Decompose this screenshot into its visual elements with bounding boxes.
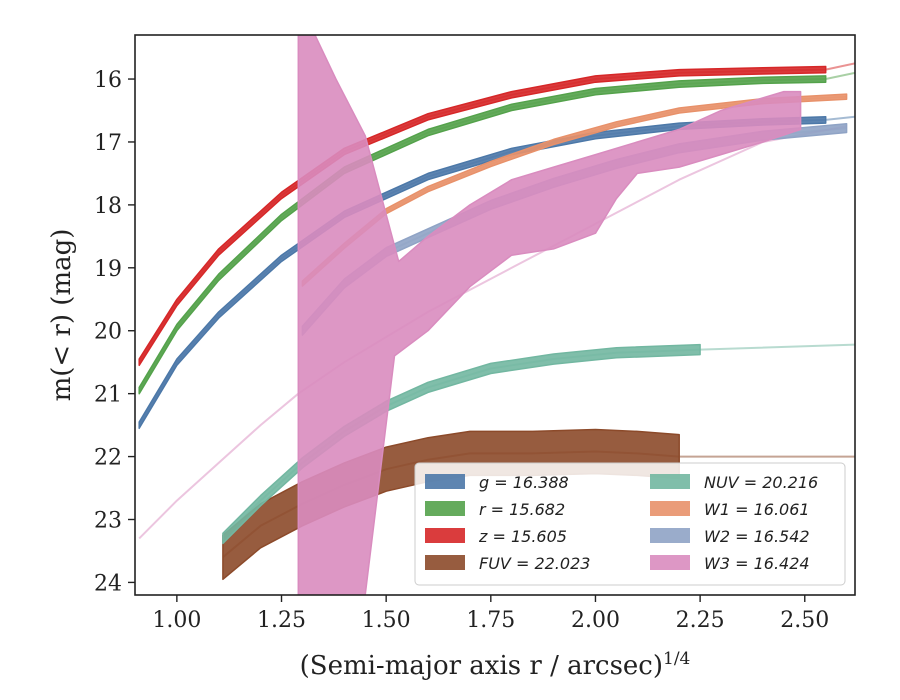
x-tick-label: 2.25 bbox=[676, 608, 725, 633]
legend-swatch-z bbox=[425, 528, 465, 543]
legend-label-w1: W1 = 16.061 bbox=[704, 500, 810, 519]
y-tick-label: 16 bbox=[94, 68, 122, 93]
legend-label-g: g = 16.388 bbox=[479, 473, 569, 492]
y-axis-label: m(< r) (mag) bbox=[47, 229, 77, 402]
legend-swatch-fuv bbox=[425, 555, 465, 570]
series-band-w1 bbox=[301, 93, 848, 287]
y-axis: 16 17 18 19 20 21 22 23 24 bbox=[94, 68, 135, 596]
plot-frame bbox=[134, 34, 856, 596]
x-tick-label: 1.50 bbox=[362, 608, 411, 633]
legend-swatch-w1 bbox=[650, 501, 690, 516]
legend-label-w3: W3 = 16.424 bbox=[704, 554, 810, 573]
x-axis-label-main: (Semi-major axis r / arcsec) bbox=[300, 651, 663, 681]
y-tick-label: 18 bbox=[94, 194, 122, 219]
legend-swatch-w3 bbox=[650, 555, 690, 570]
x-axis-label-superscript: 1/4 bbox=[663, 649, 690, 669]
legend-swatch-g bbox=[425, 474, 465, 489]
x-axis-label: (Semi-major axis r / arcsec)1/4 bbox=[300, 649, 691, 681]
y-tick-label: 22 bbox=[94, 446, 122, 471]
legend-label-nuv: NUV = 20.216 bbox=[704, 473, 818, 492]
legend-swatch-w2 bbox=[650, 528, 690, 543]
legend-swatch-r bbox=[425, 501, 465, 516]
legend-label-w2: W2 = 16.542 bbox=[704, 527, 810, 546]
x-axis: 1.00 1.25 1.50 1.75 2.00 2.25 2.50 bbox=[152, 595, 829, 633]
y-tick-label: 24 bbox=[94, 571, 122, 596]
legend-label-fuv: FUV = 22.023 bbox=[479, 554, 590, 573]
y-tick-label: 17 bbox=[94, 131, 122, 156]
y-tick-label: 23 bbox=[94, 508, 122, 533]
series-band-w2 bbox=[301, 122, 848, 336]
legend-label-z: z = 15.605 bbox=[478, 527, 567, 546]
y-tick-label: 21 bbox=[94, 383, 122, 408]
legend-box bbox=[414, 462, 846, 586]
x-tick-label: 2.50 bbox=[780, 608, 829, 633]
x-tick-label: 1.00 bbox=[152, 608, 201, 633]
x-tick-label: 1.25 bbox=[257, 608, 306, 633]
y-tick-label: 19 bbox=[94, 257, 122, 282]
x-tick-label: 2.00 bbox=[571, 608, 620, 633]
x-tick-label: 1.75 bbox=[466, 608, 515, 633]
legend-swatch-nuv bbox=[650, 474, 690, 489]
y-tick-label: 20 bbox=[94, 320, 122, 345]
legend: g = 16.388 r = 15.682 z = 15.605 FUV = 22.0… bbox=[414, 462, 846, 586]
series-band-w3 bbox=[297, 35, 802, 595]
legend-label-r: r = 15.682 bbox=[479, 500, 565, 519]
